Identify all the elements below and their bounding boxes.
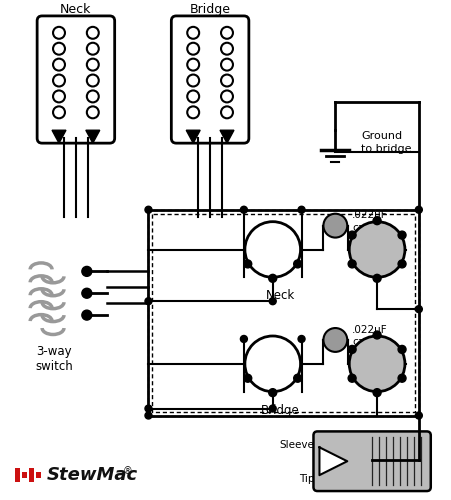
Circle shape (297, 206, 304, 213)
Text: Ground
to bridge: Ground to bridge (360, 130, 411, 154)
Circle shape (347, 260, 355, 268)
Circle shape (347, 374, 355, 382)
Circle shape (187, 58, 199, 70)
Circle shape (53, 43, 65, 54)
Circle shape (323, 328, 346, 352)
Circle shape (397, 374, 405, 382)
Circle shape (87, 27, 99, 39)
Text: 3-way
switch: 3-way switch (35, 345, 73, 373)
Text: .022μF
cap.: .022μF cap. (351, 210, 387, 233)
FancyBboxPatch shape (37, 16, 115, 143)
FancyBboxPatch shape (171, 16, 249, 143)
Circle shape (240, 336, 247, 342)
Circle shape (87, 74, 99, 86)
Circle shape (221, 106, 232, 118)
Circle shape (347, 231, 355, 239)
Circle shape (221, 58, 232, 70)
Circle shape (53, 90, 65, 102)
Circle shape (243, 374, 251, 382)
Bar (22, 472, 27, 478)
Circle shape (82, 266, 92, 276)
Polygon shape (86, 130, 100, 143)
Circle shape (187, 90, 199, 102)
Text: Sleeve: Sleeve (279, 440, 314, 450)
Text: T: T (370, 355, 382, 373)
Bar (36, 472, 41, 478)
Text: Tip: Tip (298, 474, 314, 484)
Text: V: V (265, 240, 279, 258)
Circle shape (323, 214, 346, 238)
Circle shape (269, 298, 276, 304)
Circle shape (87, 90, 99, 102)
Circle shape (240, 206, 247, 213)
Bar (15, 468, 20, 482)
Circle shape (82, 310, 92, 320)
Text: V: V (265, 355, 279, 373)
Circle shape (244, 222, 300, 278)
Circle shape (53, 27, 65, 39)
Polygon shape (52, 130, 66, 143)
Polygon shape (186, 130, 200, 143)
Circle shape (372, 388, 380, 396)
Circle shape (187, 27, 199, 39)
Circle shape (87, 43, 99, 54)
Circle shape (145, 405, 152, 412)
Circle shape (397, 346, 405, 354)
Circle shape (145, 298, 152, 304)
Circle shape (221, 43, 232, 54)
Circle shape (221, 90, 232, 102)
Circle shape (145, 206, 152, 213)
Circle shape (243, 260, 251, 268)
Text: StewMac: StewMac (47, 466, 138, 484)
Circle shape (53, 106, 65, 118)
Circle shape (414, 412, 421, 419)
Text: Bridge: Bridge (189, 3, 230, 16)
Polygon shape (220, 130, 234, 143)
Circle shape (397, 260, 405, 268)
FancyBboxPatch shape (313, 432, 430, 491)
Circle shape (187, 74, 199, 86)
Circle shape (221, 74, 232, 86)
Circle shape (372, 216, 380, 224)
Text: ®: ® (122, 466, 132, 476)
Circle shape (293, 260, 301, 268)
Circle shape (414, 206, 421, 213)
Text: Bridge: Bridge (261, 404, 299, 416)
Text: .022μF
cap.: .022μF cap. (351, 325, 387, 347)
Circle shape (187, 106, 199, 118)
Circle shape (53, 74, 65, 86)
Text: T: T (370, 240, 382, 258)
Circle shape (297, 336, 304, 342)
Circle shape (349, 336, 404, 392)
Circle shape (87, 106, 99, 118)
Circle shape (293, 374, 301, 382)
Circle shape (268, 388, 276, 396)
Text: Neck: Neck (266, 290, 295, 302)
Bar (29, 468, 34, 482)
Circle shape (269, 405, 276, 412)
Circle shape (372, 274, 380, 282)
Circle shape (87, 58, 99, 70)
Circle shape (397, 231, 405, 239)
Circle shape (347, 346, 355, 354)
Circle shape (145, 412, 152, 419)
Circle shape (187, 43, 199, 54)
Circle shape (414, 306, 421, 312)
Circle shape (221, 27, 232, 39)
Polygon shape (319, 448, 346, 475)
Circle shape (372, 331, 380, 339)
Circle shape (82, 288, 92, 298)
Circle shape (268, 274, 276, 282)
Circle shape (53, 58, 65, 70)
Text: Neck: Neck (60, 3, 92, 16)
Circle shape (349, 222, 404, 278)
Circle shape (244, 336, 300, 392)
